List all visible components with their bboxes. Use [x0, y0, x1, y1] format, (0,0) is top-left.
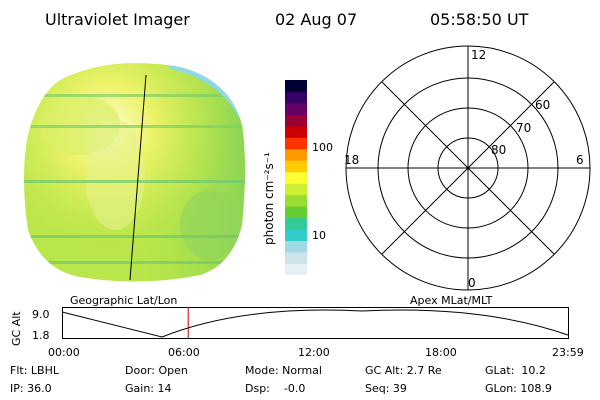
- mlt-label-6: 6: [576, 153, 584, 167]
- colorbar-segment: [285, 194, 307, 207]
- door-info: Door: Open: [125, 364, 188, 377]
- colorbar-segment: [285, 263, 307, 275]
- colorbar-segment: [285, 91, 307, 104]
- mlat-label-60: 60: [535, 98, 550, 112]
- x-tick-0: 00:00: [48, 346, 80, 359]
- colorbar-segment: [285, 229, 307, 242]
- colorbar-segment: [285, 217, 307, 230]
- ip-info: IP: 36.0: [10, 382, 52, 395]
- colorbar-segment: [285, 252, 307, 265]
- apex-caption: Apex MLat/MLT: [410, 294, 493, 307]
- colorbar-segment: [285, 160, 307, 173]
- mlat-label-80: 80: [491, 143, 506, 157]
- y-tick-top: 9.0: [32, 308, 50, 321]
- polar-mlat-mlt-plot: 12 18 6 0 60 70 80: [344, 45, 591, 291]
- x-tick-4: 23:59: [552, 346, 584, 359]
- x-tick-2: 12:00: [298, 346, 330, 359]
- colorbar-segment: [285, 148, 307, 161]
- gc-alt-info: GC Alt: 2.7 Re: [365, 364, 442, 377]
- glat-info: GLat: 10.2: [485, 364, 546, 377]
- seq-info: Seq: 39: [365, 382, 407, 395]
- gc-alt-timeline-plot: [62, 307, 569, 339]
- colorbar-segment: [285, 240, 307, 253]
- y-tick-bottom: 1.8: [32, 329, 50, 342]
- colorbar-segment: [285, 183, 307, 196]
- colorbar-segment: [285, 171, 307, 184]
- mlt-label-12: 12: [471, 48, 486, 62]
- colorbar-segment: [285, 137, 307, 150]
- uv-image-disk: [24, 63, 245, 282]
- glon-info: GLon: 108.9: [485, 382, 552, 395]
- colorbar-segment: [285, 80, 307, 92]
- gain-info: Gain: 14: [125, 382, 172, 395]
- time-label: 05:58:50 UT: [430, 10, 529, 29]
- gc-alt-axis-title: GC Alt: [10, 311, 23, 346]
- colorbar-segment: [285, 206, 307, 219]
- colorbar-tick-10: 10: [312, 229, 326, 242]
- mlat-label-70: 70: [516, 121, 531, 135]
- x-tick-1: 06:00: [168, 346, 200, 359]
- instrument-title: Ultraviolet Imager: [45, 10, 190, 29]
- dsp-info: Dsp: -0.0: [245, 382, 306, 395]
- colorbar-segment: [285, 125, 307, 138]
- mlt-label-18: 18: [344, 153, 359, 167]
- date-label: 02 Aug 07: [275, 10, 358, 29]
- mlt-label-0: 0: [468, 276, 476, 290]
- colorbar-tick-100: 100: [312, 141, 333, 154]
- colorbar-segment: [285, 114, 307, 127]
- filter-info: Flt: LBHL: [10, 364, 59, 377]
- geographic-caption: Geographic Lat/Lon: [70, 294, 178, 307]
- x-tick-3: 18:00: [425, 346, 457, 359]
- colorbar-segment: [285, 102, 307, 115]
- color-scale-bar: [285, 80, 307, 275]
- mode-info: Mode: Normal: [245, 364, 322, 377]
- colorbar-unit-label: photon cm⁻²s⁻¹: [262, 152, 276, 245]
